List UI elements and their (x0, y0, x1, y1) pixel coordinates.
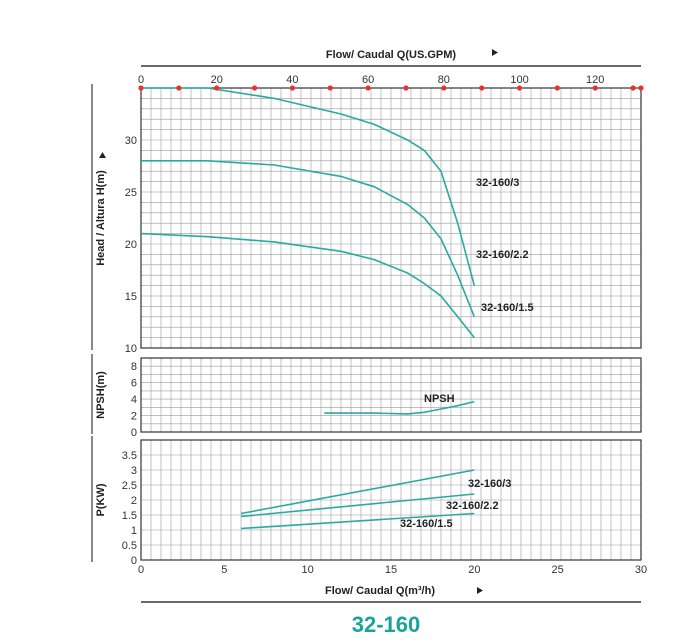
curve-32-160-3 (141, 87, 476, 286)
y-tick-label: 2 (131, 495, 137, 507)
y-tick-label: 25 (125, 187, 137, 199)
y-tick-label: 1.5 (122, 510, 137, 522)
curve-label: 32-160/1.5 (400, 518, 453, 530)
gpm-marker (516, 85, 523, 91)
gpm-marker (327, 85, 333, 91)
y-tick-label: 4 (131, 394, 137, 406)
curve-label: 32-160/1.5 (481, 302, 534, 314)
curve-label: 32-160/2.2 (446, 500, 499, 512)
top-tick-label: 60 (362, 74, 374, 86)
gpm-marker (138, 85, 144, 91)
panel-frame (140, 357, 642, 433)
curve-32-160-1-5 (240, 512, 475, 530)
y-tick-label: 3.5 (122, 450, 137, 462)
gpm-marker (638, 85, 644, 91)
gpm-marker (251, 85, 258, 91)
gpm-marker (365, 85, 371, 91)
y-tick-label: 15 (125, 291, 137, 303)
gpm-marker (403, 85, 409, 91)
curve-label: 32-160/3 (468, 478, 511, 490)
panel-npsh: 0 2 4 6 8 NPSH(m) NPSH (91, 354, 642, 439)
y-axis-title: Head / Altura H(m) (95, 170, 107, 266)
gpm-marker (592, 85, 598, 91)
y-tick-label: 8 (131, 361, 137, 373)
curve-32-160-3 (240, 469, 475, 515)
gpm-marker (289, 85, 296, 91)
x-tick-label: 15 (385, 564, 397, 576)
y-tick-label: 1 (131, 525, 137, 537)
top-tick-label: 100 (510, 74, 528, 86)
y-axis-title: P(KW) (95, 483, 107, 516)
x-tick-label: 25 (552, 564, 564, 576)
curve-32-160-2-2 (141, 160, 476, 318)
top-tick-label: 80 (438, 74, 450, 86)
y-tick-label: 0 (131, 555, 137, 567)
chart-title: 32-160 (352, 612, 421, 637)
top-axis-arrow-icon (492, 49, 498, 56)
curve-32-160-1-5 (140, 232, 475, 339)
panel-head: 10 15 20 25 30 Head / Altura H(m) 0 20 40 60 80 100… (91, 74, 644, 355)
gpm-marker (479, 85, 485, 91)
gpm-marker (176, 85, 182, 91)
y-tick-label: 30 (125, 135, 137, 147)
y-tick-label: 6 (131, 378, 137, 390)
x-tick-label: 20 (468, 564, 480, 576)
gpm-marker (554, 85, 560, 91)
bottom-axis-title: Flow/ Caudal Q(m³/h) (325, 585, 435, 597)
gpm-marker (630, 85, 636, 91)
curve-label: 32-160/3 (476, 177, 519, 189)
curve-label: NPSH (424, 393, 455, 405)
top-tick-label: 120 (586, 74, 604, 86)
y-tick-label: 2 (131, 411, 137, 423)
panel-frame (140, 439, 642, 561)
top-axis-title: Flow/ Caudal Q(US.GPM) (326, 49, 457, 61)
y-tick-label: 10 (125, 343, 137, 355)
y-tick-label: 0 (131, 427, 137, 439)
y-axis-title: NPSH(m) (95, 371, 107, 419)
x-tick-label: 5 (221, 564, 227, 576)
x-tick-label: 0 (138, 564, 144, 576)
x-tick-label: 10 (302, 564, 314, 576)
bottom-axis-arrow-icon (477, 587, 483, 594)
top-tick-label: 20 (211, 74, 223, 86)
top-tick-label: 40 (286, 74, 298, 86)
gpm-marker (214, 85, 220, 91)
curve-npsh (324, 400, 475, 415)
curve-label: 32-160/2.2 (476, 249, 529, 261)
y-tick-label: 20 (125, 239, 137, 251)
y-tick-label: 0.5 (122, 540, 137, 552)
curve-32-160-2-2 (240, 493, 475, 518)
top-tick-label: 0 (138, 74, 144, 86)
y-axis-arrow-icon (99, 152, 106, 158)
panel-power: 00.511.522.533.5P(KW)0 5 10 15 20 25 3032-160/… (91, 436, 647, 576)
gpm-marker (441, 85, 447, 91)
y-tick-label: 2.5 (122, 480, 137, 492)
x-tick-label: 30 (635, 564, 647, 576)
y-tick-label: 3 (131, 465, 137, 477)
panel-frame (140, 87, 642, 349)
